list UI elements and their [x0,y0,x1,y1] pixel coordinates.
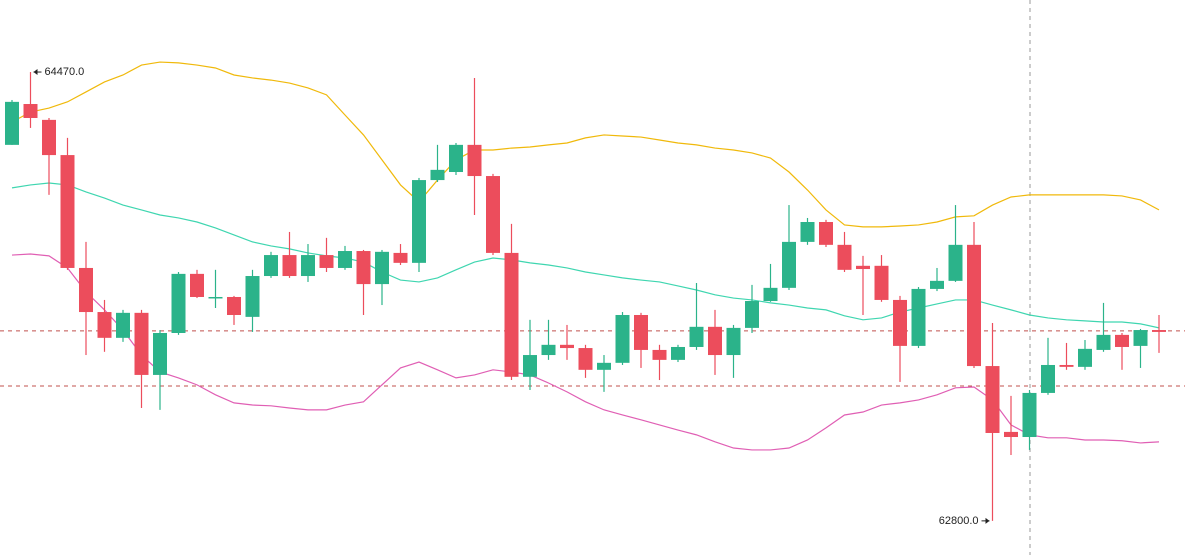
candle-body [356,251,371,285]
candle-body [79,267,93,313]
candle-body [745,301,759,328]
candle-body [393,252,408,263]
candle-body [449,144,463,173]
candle-body [153,333,167,375]
candle-body [597,362,611,370]
candle-body [504,252,519,377]
candle-body [282,255,297,277]
candle-body [819,222,833,245]
candle-body [42,119,56,156]
candle-body [634,314,648,350]
candle-body [708,326,722,356]
band-line [11,253,1160,451]
candle-body [782,241,796,288]
candle-body [1152,330,1166,332]
candle-body [5,101,19,145]
candle-body [911,288,926,346]
candle-body [467,144,482,177]
candle-body [171,273,186,333]
candle-body [523,355,537,377]
annotation-arrowhead [33,69,38,76]
candle-body [652,349,667,360]
band-line [11,61,1160,228]
candle-body [856,265,870,270]
candle-body [338,251,352,268]
candle-body [948,244,963,281]
candle-body [1078,348,1092,367]
candle-body [319,255,334,268]
candle-body [375,251,389,285]
candle-body [208,296,223,299]
candle-body [615,314,630,363]
candle-body [134,312,149,375]
candle-body [1041,364,1055,393]
candle-body [430,169,445,181]
candle-body [874,265,889,300]
candle-body [1096,334,1111,350]
candle-body [97,312,112,338]
candle-body [1115,334,1129,347]
candle-body [560,344,574,349]
candle-body [800,222,815,242]
candle-body [264,255,278,277]
candle-body [930,280,944,289]
candle-body [412,180,426,263]
candle-body [541,344,556,356]
candle-body [1059,364,1074,367]
candle-body [578,348,593,370]
candle-body [689,326,704,347]
candle-body [1022,392,1037,438]
candle-body [60,155,75,268]
annotation-label: 64470.0 [45,66,85,78]
candle-body [190,273,204,297]
candle-body [837,244,852,270]
candle-body [671,346,685,360]
candle-body [1004,431,1018,438]
candle-body [301,255,315,277]
candle-body [116,312,130,338]
candle-body [227,296,241,315]
candle-body [23,104,38,118]
annotation-arrowhead [985,517,990,524]
candle-body [967,244,981,367]
candle-body [486,176,500,253]
annotation-label: 62800.0 [939,515,979,527]
candle-body [245,276,260,317]
candle-body [985,366,1000,433]
candle-body [763,287,778,302]
candle-body [893,299,907,346]
candle-body [726,327,741,356]
candle-body [1133,330,1148,346]
